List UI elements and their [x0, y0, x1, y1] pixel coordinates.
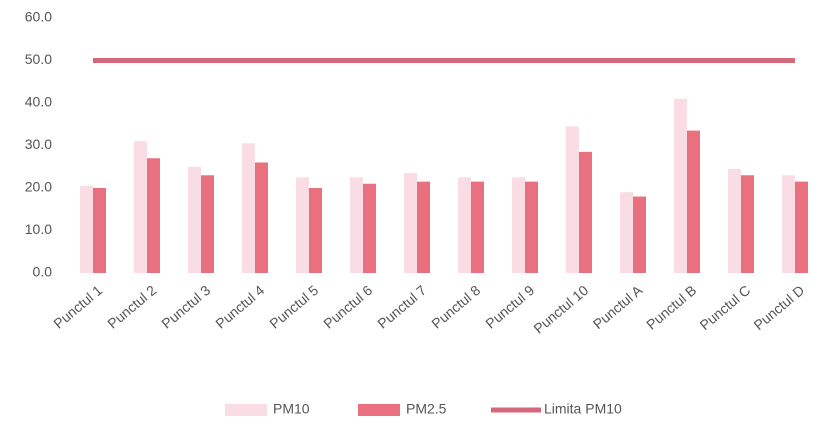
bar	[525, 181, 538, 273]
x-tick-label: Punctul 6	[320, 282, 375, 332]
y-tick-label: 10.0	[25, 221, 52, 237]
x-tick-label: Punctul A	[590, 281, 646, 332]
legend-swatch	[225, 404, 267, 416]
bar	[255, 162, 268, 273]
bar	[674, 98, 687, 273]
x-tick-label: Punctul 3	[158, 282, 213, 332]
y-tick-label: 50.0	[25, 51, 52, 67]
bar	[188, 166, 201, 273]
bar	[363, 183, 376, 273]
y-tick-label: 30.0	[25, 136, 52, 152]
bar	[687, 130, 700, 273]
x-tick-label: Punctul 8	[428, 282, 483, 332]
bar	[242, 143, 255, 273]
x-tick-label: Punctul 10	[530, 282, 591, 337]
bar	[296, 177, 309, 273]
bar	[458, 177, 471, 273]
bar	[795, 181, 808, 273]
bar	[201, 175, 214, 273]
bar	[134, 141, 147, 273]
bar	[566, 126, 579, 273]
bar	[633, 196, 646, 273]
y-tick-label: 40.0	[25, 94, 52, 110]
bar	[579, 151, 592, 273]
legend-swatch	[358, 404, 400, 416]
bar	[404, 173, 417, 273]
y-tick-label: 0.0	[33, 264, 53, 280]
bar	[728, 168, 741, 273]
legend-label: PM10	[273, 401, 310, 417]
bar	[417, 181, 430, 273]
x-tick-label: Punctul 5	[266, 282, 321, 332]
bar	[741, 175, 754, 273]
bar	[620, 192, 633, 273]
x-tick-label: Punctul 2	[104, 282, 159, 332]
x-tick-label: Punctul 4	[212, 282, 267, 332]
bar	[350, 177, 363, 273]
x-tick-label: Punctul B	[643, 282, 699, 333]
bar	[309, 188, 322, 273]
x-tick-label: Punctul 1	[50, 282, 105, 332]
y-tick-label: 20.0	[25, 179, 52, 195]
x-tick-label: Punctul D	[751, 282, 808, 333]
bar	[80, 185, 93, 273]
x-tick-label: Punctul C	[697, 282, 754, 333]
bar	[93, 188, 106, 273]
x-tick-label: Punctul 7	[374, 282, 429, 332]
bar	[512, 177, 525, 273]
legend-label: Limita PM10	[544, 401, 622, 417]
bar	[471, 181, 484, 273]
bar	[147, 158, 160, 273]
bar	[782, 175, 795, 273]
y-tick-label: 60.0	[25, 9, 52, 25]
legend-label: PM2.5	[406, 401, 447, 417]
